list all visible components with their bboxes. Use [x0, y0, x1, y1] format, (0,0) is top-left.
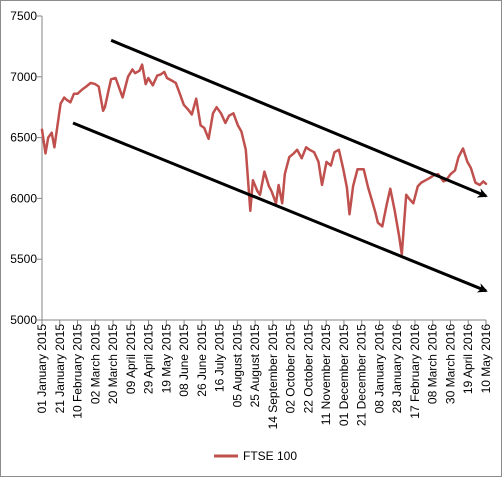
x-tick-label: 26 June 2015 [195, 324, 209, 397]
y-tick-label: 6000 [10, 191, 37, 205]
y-axis: 5000 5500 6000 6500 7000 7500 [10, 9, 43, 327]
x-tick-label: 20 March 2015 [106, 324, 120, 404]
x-tick-label: 29 April 2015 [142, 324, 156, 394]
y-tick-label: 5000 [10, 313, 37, 327]
x-tick-label: 08 January 2016 [372, 324, 386, 414]
legend-label: FTSE 100 [243, 449, 297, 463]
y-tick-label: 7500 [10, 9, 37, 23]
x-tick-label: 10 February 2015 [71, 324, 85, 419]
x-tick-label: 02 October 2015 [284, 324, 298, 414]
x-tick-label: 09 April 2015 [124, 324, 138, 394]
lower-trend-arrow [72, 121, 488, 293]
x-tick-label: 19 April 2016 [461, 324, 475, 394]
y-tick-label: 6500 [10, 131, 37, 145]
x-tick-label: 01 January 2015 [35, 324, 49, 414]
x-tick-label: 22 October 2015 [301, 324, 315, 414]
x-tick-label: 19 May 2015 [159, 324, 173, 394]
x-tick-label: 17 February 2016 [408, 324, 422, 419]
x-tick-label: 11 November 2015 [319, 324, 333, 426]
legend: FTSE 100 [214, 449, 297, 463]
x-tick-label: 14 September 2015 [266, 324, 280, 430]
x-tick-label: 16 July 2015 [213, 324, 227, 392]
y-tick-label: 7000 [10, 70, 37, 84]
x-tick-label: 21 December 2015 [355, 324, 369, 426]
x-tick-label: 30 March 2016 [443, 324, 457, 404]
series-layer [40, 63, 488, 256]
x-tick-label: 10 May 2016 [479, 324, 493, 394]
annotation-layer [72, 38, 488, 293]
upper-trend-arrow [110, 38, 488, 198]
y-tick-label: 5500 [10, 252, 37, 266]
x-tick-label: 05 August 2015 [230, 324, 244, 408]
ftse-100-series-line [40, 63, 488, 256]
x-axis: 01 January 2015 21 January 2015 10 Februar… [35, 319, 493, 430]
x-tick-label: 01 December 2015 [337, 324, 351, 426]
x-tick-label: 02 March 2015 [88, 324, 102, 404]
x-tick-label: 25 August 2015 [248, 324, 262, 408]
x-tick-label: 21 January 2015 [53, 324, 67, 414]
x-tick-label: 08 June 2015 [177, 324, 191, 397]
x-tick-label: 28 January 2016 [390, 324, 404, 414]
x-tick-label: 08 March 2016 [426, 324, 440, 404]
